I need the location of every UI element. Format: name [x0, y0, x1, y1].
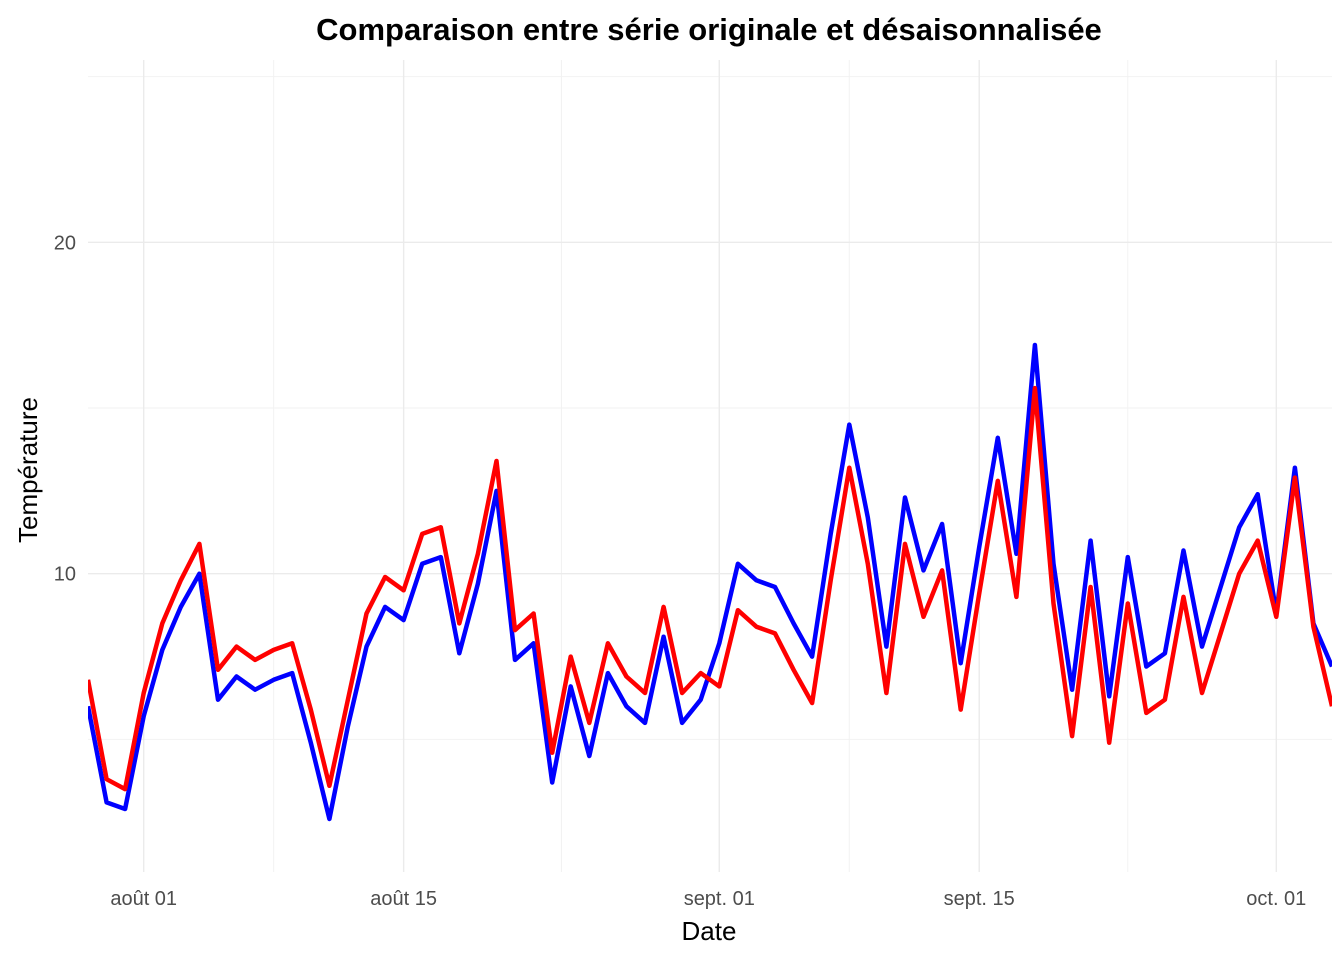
series-group: [88, 342, 1332, 822]
y-axis-ticks: 10 20: [54, 232, 76, 585]
major-gridlines: [88, 60, 1332, 872]
x-axis-label: Date: [682, 916, 737, 946]
x-axis-ticks: août 01 août 15 sept. 01 sept. 15 oct. 01: [110, 888, 1306, 910]
x-tick-label: sept. 01: [684, 888, 755, 910]
series-line-1: [88, 342, 1332, 822]
x-tick-label: oct. 01: [1246, 888, 1306, 910]
y-tick-label: 10: [54, 564, 76, 586]
x-tick-label: août 15: [370, 888, 437, 910]
y-tick-label: 20: [54, 232, 76, 254]
x-tick-label: sept. 15: [944, 888, 1015, 910]
chart-title: Comparaison entre série originale et dés…: [316, 12, 1102, 47]
y-axis-label: Température: [13, 397, 43, 543]
series-line-2: [88, 385, 1332, 792]
x-tick-label: août 01: [110, 888, 177, 910]
